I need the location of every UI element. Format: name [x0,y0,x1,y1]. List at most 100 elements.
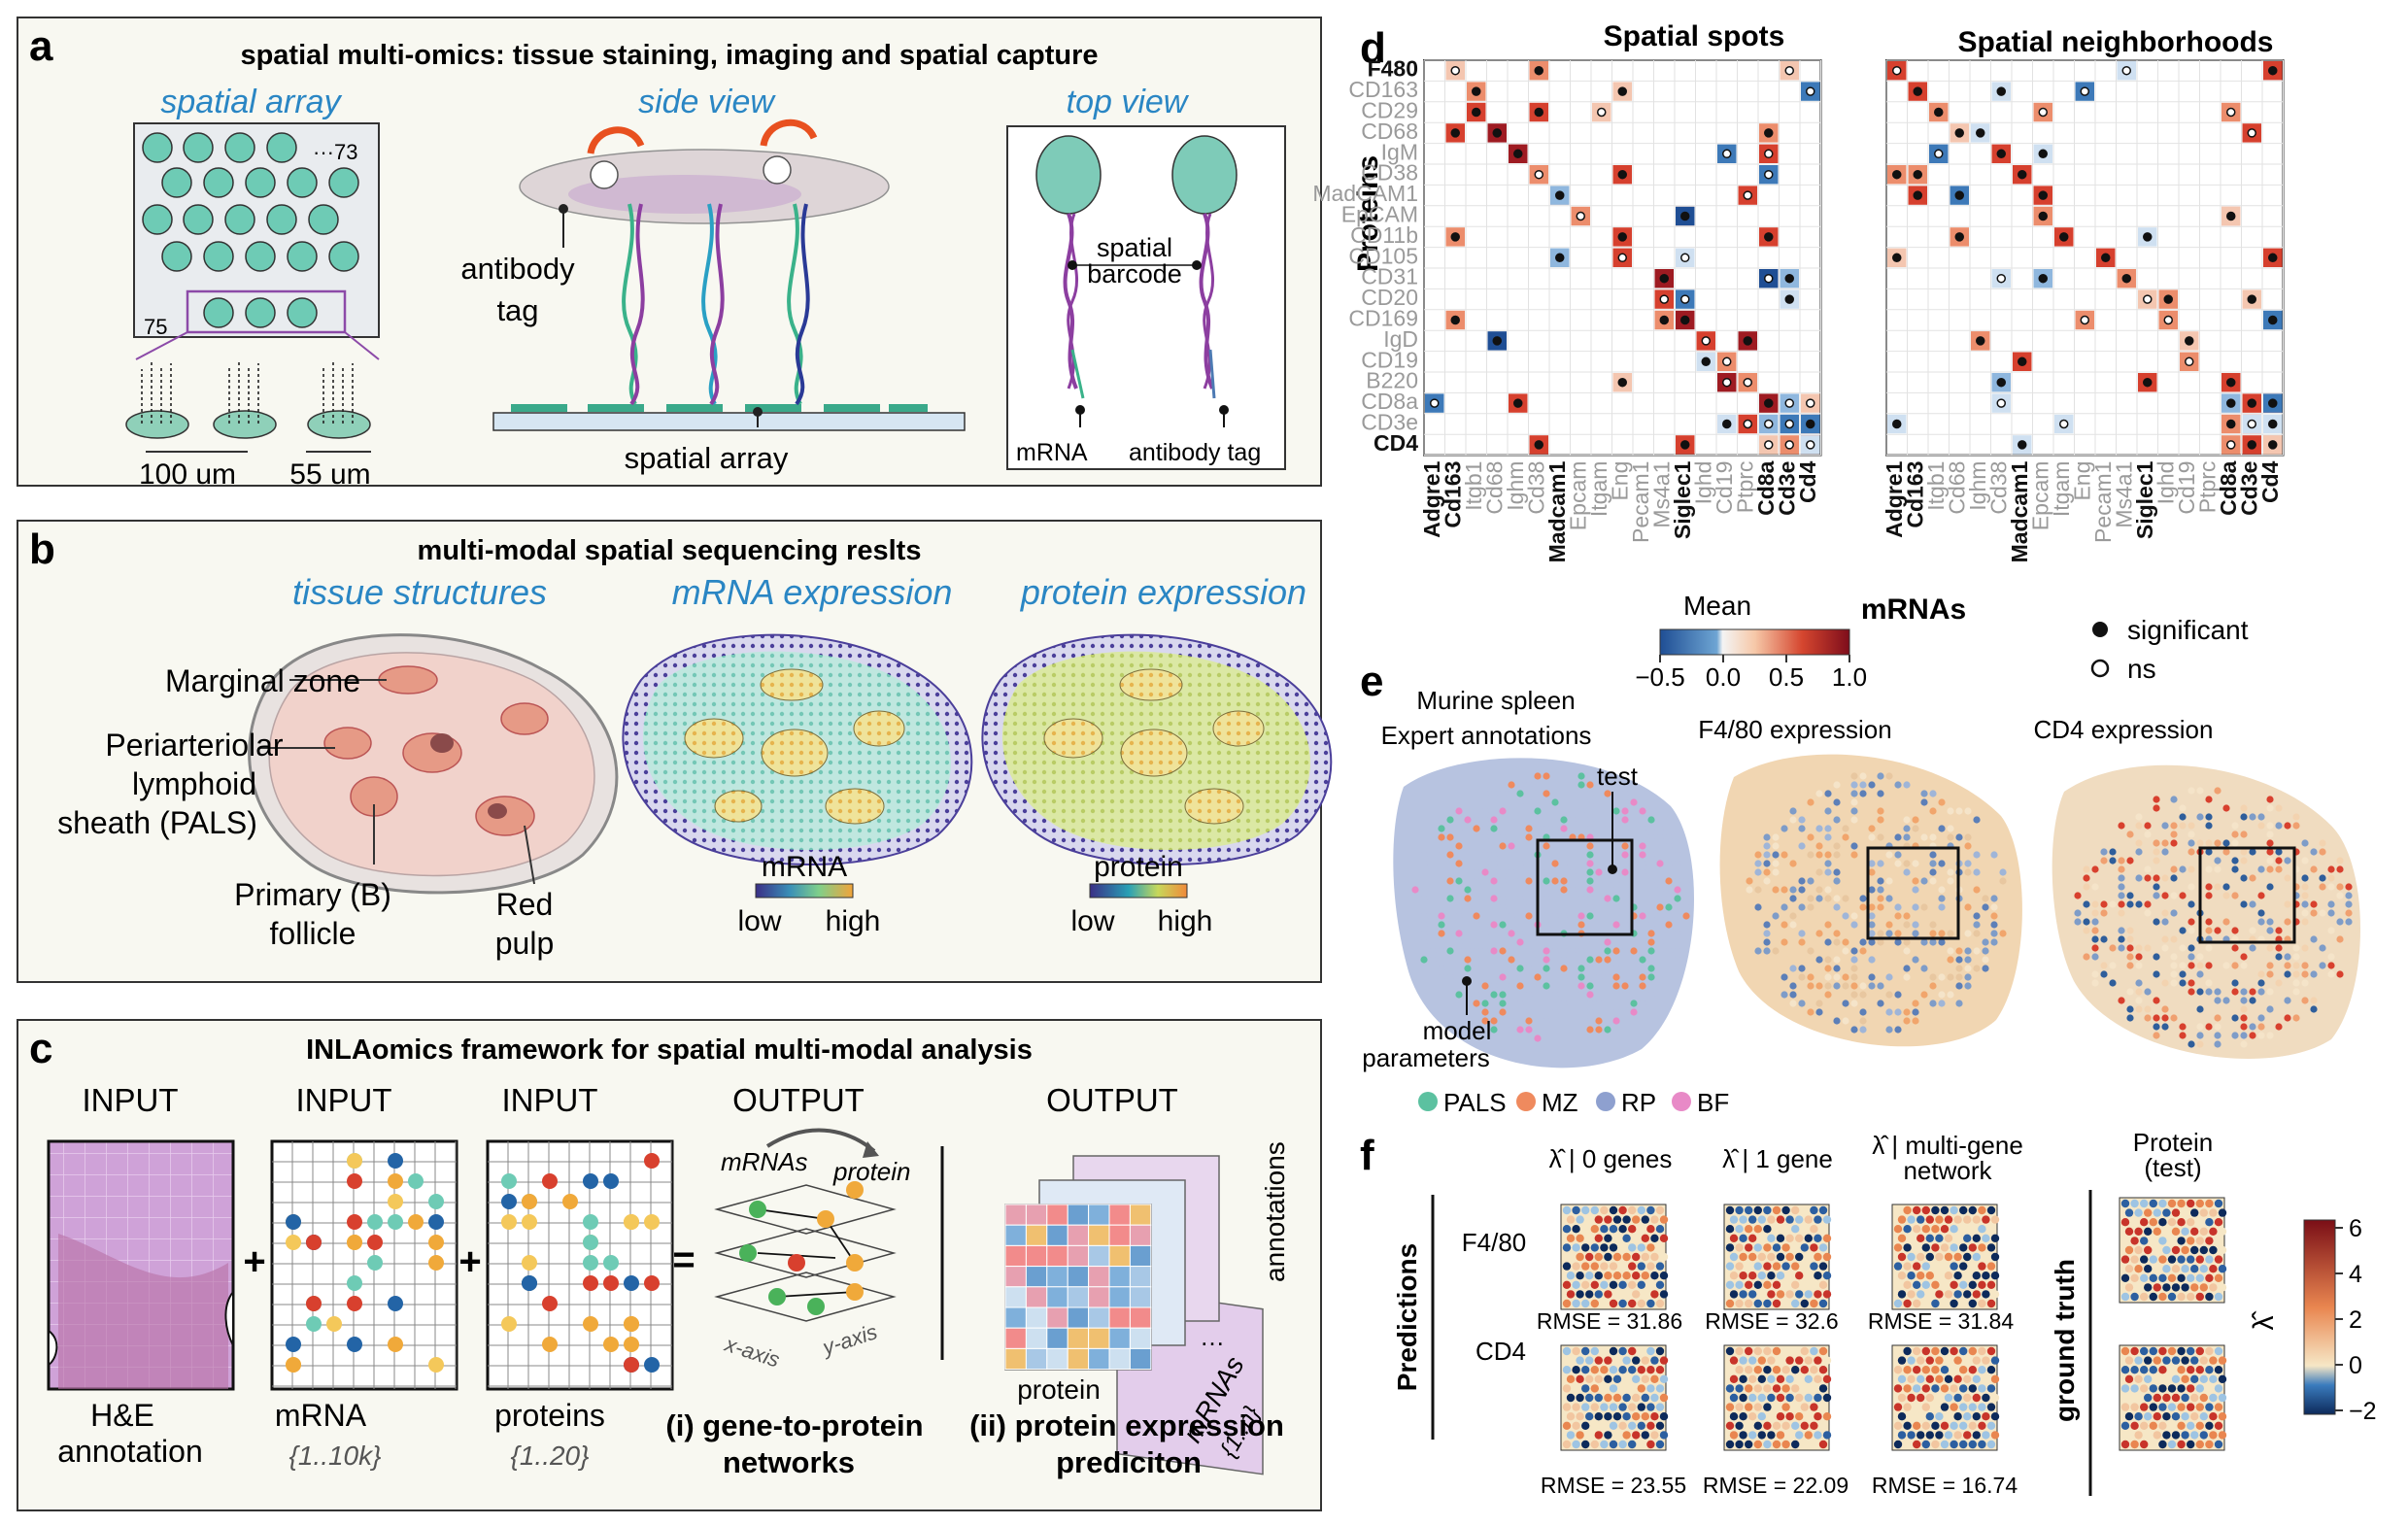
output1-line2: networks [723,1445,855,1479]
prediction-spot [1925,1234,1935,1243]
stack-annotations-label: annotations [1260,1141,1290,1282]
prediction-spot [1791,1384,1800,1393]
spleen-spot [1604,1026,1611,1034]
spleen-spot [1947,877,1954,885]
legend-rp-label: RP [1621,1088,1656,1117]
prediction-spot [2195,1384,2204,1393]
spleen-spot [1490,947,1498,955]
prediction-spot [2130,1421,2139,1431]
prediction-spot [1763,1421,1772,1431]
prediction-spot [1600,1243,1609,1252]
prediction-spot [1913,1205,1921,1215]
spleen-spot [2222,962,2230,969]
spleen-spot [1543,842,1550,850]
ns-marker [1892,65,1902,76]
ns-marker [1743,419,1752,429]
prediction-spot [1935,1272,1944,1280]
spleen-spot [2310,970,2318,978]
prediction-spot [1776,1252,1785,1262]
prediction-spot [2209,1227,2218,1237]
input-spot [644,1275,660,1291]
model-params-label-2: parameters [1362,1043,1490,1072]
prediction-spot [1931,1280,1940,1290]
spleen-spot [1621,921,1629,929]
prediction-spot [1776,1412,1785,1421]
spleen-spot [1639,1000,1646,1007]
input-spot [286,1235,301,1250]
spleen-spot [2214,883,2221,891]
spleen-spot [1577,982,1585,990]
prediction-spot [1641,1431,1650,1440]
prediction-spot [2181,1431,2189,1440]
spleen-spot [2257,970,2265,978]
prediction-spot [1600,1225,1609,1234]
spleen-spot [1815,1000,1823,1007]
prediction-spot [1935,1234,1944,1243]
spleen-spot [1781,973,1788,981]
mrna-col-label: Cd3e [1775,461,1800,516]
prediction-spot [1659,1290,1669,1299]
mrna-col-label: Cd68 [1945,461,1970,515]
prediction-spot [1655,1421,1665,1431]
spleen-spot [1772,833,1780,841]
prediction-spot [1735,1280,1744,1290]
spleen-spot [1682,903,1690,911]
prediction-spot [1950,1299,1958,1308]
stack-cell [1088,1204,1110,1226]
spleen-spot [2205,839,2213,847]
prediction-spot [1893,1205,1903,1215]
stack-cell [1067,1286,1090,1308]
spleen-spot [1912,1017,1919,1025]
prediction-spot [1903,1243,1912,1252]
spleen-spot [1964,947,1972,955]
prediction-spot [1893,1421,1903,1431]
prediction-spot [1600,1421,1609,1431]
spleen-spot [1990,895,1998,902]
prediction-spot [2205,1237,2214,1245]
prediction-spot [1978,1262,1986,1271]
spleen-spot [2257,865,2265,873]
spleen-spot [1815,982,1823,990]
spleen-spot [2091,865,2099,873]
spleen-spot [2188,962,2195,969]
prediction-spot [1804,1412,1814,1421]
spleen-spot [1534,956,1542,964]
prediction-spot [2144,1283,2153,1292]
spleen-spot [1525,973,1533,981]
significant-marker [2101,253,2111,263]
ns-marker [2038,107,2048,118]
prediction-spot [1753,1366,1763,1374]
significant-marker [1534,107,1543,118]
array-spot [224,204,255,235]
ns-marker [1996,398,2006,408]
spleen-spot [1912,1000,1919,1007]
prediction-spot [1650,1290,1659,1299]
prediction-spot [2167,1237,2177,1245]
prediction-spot [1562,1440,1572,1449]
prediction-spot [1748,1234,1757,1243]
prediction-spot [2149,1421,2157,1431]
prediction-spot [1925,1215,1935,1224]
spleen-spot [1868,781,1876,789]
prediction-spot [1622,1374,1631,1384]
spleen-spot [1630,956,1638,964]
prediction-spot [1753,1280,1763,1290]
spleen-spot [1481,860,1489,867]
prediction-spot [2158,1346,2167,1356]
label-primary-follicle-1: Primary (B) [234,877,391,912]
spleen-spot [2118,857,2125,865]
spleen-spot [1499,790,1507,797]
prediction-spot [1931,1262,1940,1271]
input-spot [347,1337,362,1352]
input-spot [347,1275,362,1291]
input-spot [522,1214,537,1230]
stack-cell [1108,1244,1131,1268]
prediction-spot [1950,1243,1958,1252]
stack-cell [1046,1244,1068,1268]
prediction-spot [1791,1299,1800,1308]
spleen-spot [2205,796,2213,803]
prediction-spot [1763,1280,1772,1290]
significant-marker [1806,419,1815,429]
spleen-spot [1947,833,1954,841]
spleen-spot [1438,938,1445,946]
